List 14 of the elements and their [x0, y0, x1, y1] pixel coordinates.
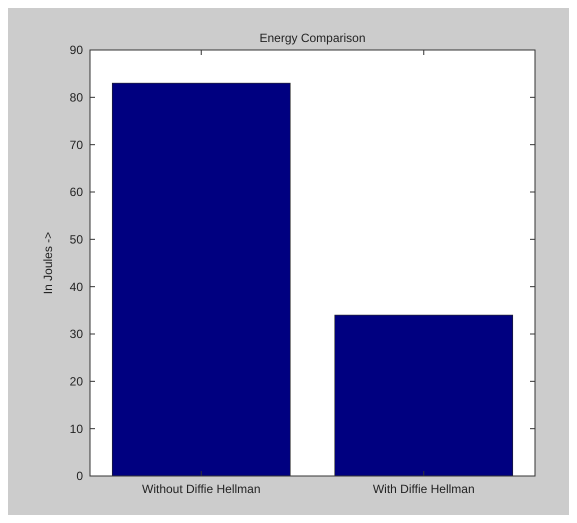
- y-tick-label: 20: [70, 374, 84, 389]
- x-tick-label: With Diffie Hellman: [372, 482, 475, 496]
- y-tick-label: 40: [70, 280, 84, 294]
- x-tick-label: Without Diffie Hellman: [142, 482, 260, 496]
- y-tick-label: 0: [76, 469, 84, 484]
- y-tick-label: 90: [70, 43, 84, 58]
- chart-title: Energy Comparison: [259, 31, 366, 45]
- y-tick-label: 70: [70, 138, 84, 152]
- y-tick-label: 80: [70, 90, 84, 105]
- y-tick-label: 10: [70, 422, 84, 436]
- y-tick-label: 60: [70, 185, 84, 200]
- y-axis-title: In Joules ->: [41, 232, 55, 294]
- y-tick-label: 50: [70, 232, 84, 247]
- y-tick-label: 30: [70, 327, 84, 342]
